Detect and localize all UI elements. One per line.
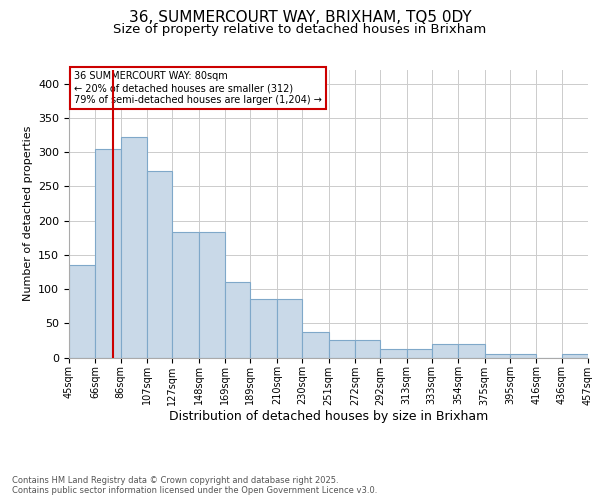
- Text: 36, SUMMERCOURT WAY, BRIXHAM, TQ5 0DY: 36, SUMMERCOURT WAY, BRIXHAM, TQ5 0DY: [128, 10, 472, 25]
- Bar: [302, 332, 329, 357]
- Bar: [432, 344, 458, 358]
- Y-axis label: Number of detached properties: Number of detached properties: [23, 126, 32, 302]
- Bar: [250, 300, 277, 358]
- Bar: [355, 340, 380, 357]
- Text: Contains HM Land Registry data © Crown copyright and database right 2025.
Contai: Contains HM Land Registry data © Crown c…: [12, 476, 377, 495]
- Bar: [121, 137, 147, 358]
- Bar: [172, 232, 199, 358]
- Bar: [69, 265, 95, 358]
- Bar: [407, 348, 432, 358]
- Bar: [147, 172, 172, 358]
- Bar: [380, 348, 407, 358]
- Bar: [95, 148, 121, 358]
- Bar: [485, 354, 510, 358]
- Bar: [277, 300, 302, 358]
- Bar: [199, 232, 225, 358]
- Text: Size of property relative to detached houses in Brixham: Size of property relative to detached ho…: [113, 22, 487, 36]
- X-axis label: Distribution of detached houses by size in Brixham: Distribution of detached houses by size …: [169, 410, 488, 423]
- Bar: [458, 344, 485, 358]
- Bar: [225, 282, 250, 358]
- Bar: [510, 354, 536, 358]
- Bar: [329, 340, 355, 357]
- Text: 36 SUMMERCOURT WAY: 80sqm
← 20% of detached houses are smaller (312)
79% of semi: 36 SUMMERCOURT WAY: 80sqm ← 20% of detac…: [74, 72, 322, 104]
- Bar: [562, 354, 588, 358]
